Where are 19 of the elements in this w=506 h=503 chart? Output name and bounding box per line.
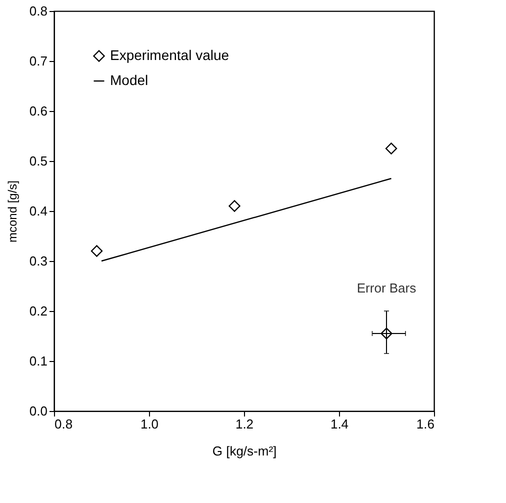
legend-label: Model xyxy=(110,72,148,88)
y-tick-label: 0.7 xyxy=(29,54,48,68)
x-axis-title: G [kg/s-m²] xyxy=(212,444,277,458)
y-tick-label: 0.2 xyxy=(29,304,48,318)
x-tick-label: 1.6 xyxy=(416,416,434,432)
x-tick-label: 1.4 xyxy=(330,416,349,432)
y-axis-title: mcond [g/s] xyxy=(5,180,20,243)
y-tick-label: 0.4 xyxy=(29,204,48,218)
x-tick-label: 1.2 xyxy=(235,416,254,432)
x-tick-label: 0.8 xyxy=(54,416,73,432)
annotation: Error Bars xyxy=(356,280,417,296)
y-tick-label: 0.6 xyxy=(29,104,48,118)
legend-label: Experimental value xyxy=(110,47,230,63)
y-tick-label: 0.3 xyxy=(29,254,48,268)
y-tick-label: 0.8 xyxy=(29,4,48,18)
y-tick-label: 0.1 xyxy=(29,354,48,368)
y-tick-label: 0.5 xyxy=(29,154,48,168)
y-tick-label: 0.0 xyxy=(29,404,48,418)
x-tick-label: 1.0 xyxy=(140,416,159,432)
